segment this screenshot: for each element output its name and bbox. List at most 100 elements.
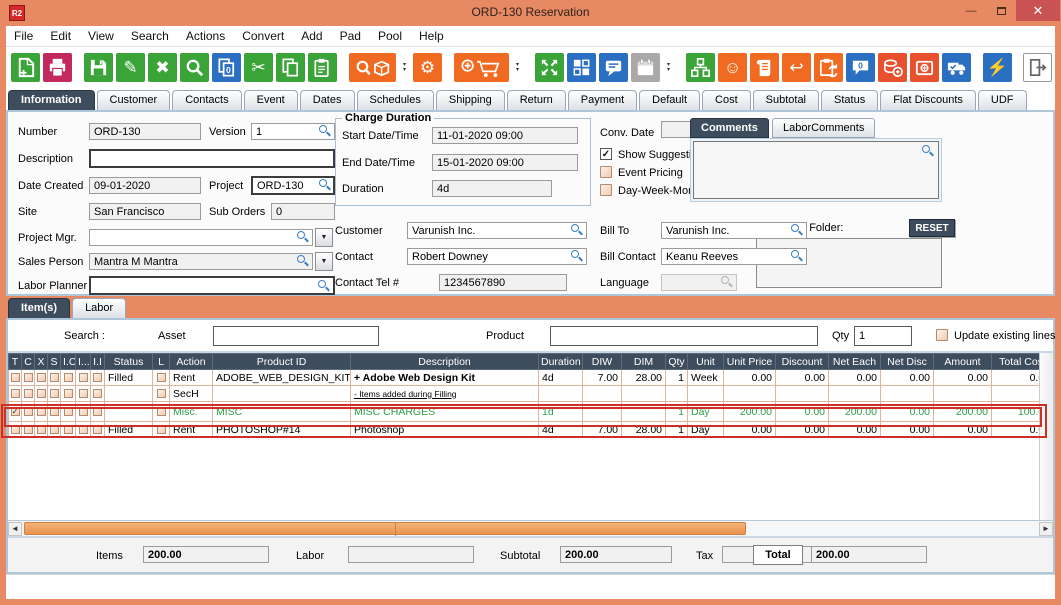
copy-special-icon[interactable]: 0	[212, 53, 241, 82]
column-header[interactable]: Status	[104, 353, 153, 370]
table-row[interactable]: Filled Rent ADOBE_WEB_DESIGN_KIT + Adobe We…	[8, 369, 1039, 386]
cell-amount[interactable]	[933, 385, 992, 402]
cell-total_cost[interactable]	[991, 385, 1039, 402]
journal-reply-icon[interactable]: ↩	[782, 53, 811, 82]
update-existing-checkbox[interactable]	[936, 329, 948, 341]
row-flag-checkbox[interactable]	[10, 373, 20, 383]
cell-status[interactable]: Filled	[104, 369, 153, 386]
find-icon[interactable]	[180, 53, 209, 82]
exit-icon[interactable]	[1023, 53, 1052, 82]
column-header[interactable]: Total Cost	[991, 353, 1039, 370]
menu-add[interactable]: Add	[301, 29, 323, 43]
tab-flat-discounts[interactable]: Flat Discounts	[880, 90, 976, 110]
cell-product_id[interactable]: PHOTOSHOP#14	[212, 421, 351, 438]
cell-discount[interactable]	[775, 385, 829, 402]
lightning-icon[interactable]: ⚡	[983, 53, 1012, 82]
copy-icon[interactable]	[276, 53, 305, 82]
tab-customer[interactable]: Customer	[96, 90, 171, 110]
row-flag-checkbox[interactable]	[78, 389, 88, 399]
column-header[interactable]: DIW	[582, 353, 622, 370]
row-flag-checkbox[interactable]	[78, 373, 88, 383]
edit-icon[interactable]: ✎	[116, 53, 145, 82]
column-header[interactable]: T	[8, 353, 22, 370]
items-total-field[interactable]	[143, 546, 269, 563]
column-header[interactable]: S	[47, 353, 61, 370]
cell-unit_price[interactable]: 0.00	[723, 369, 776, 386]
cell-total_cost[interactable]: 0.00	[991, 421, 1039, 438]
dropdown-icon[interactable]: ▾ ▾	[515, 61, 519, 73]
scroll-left-arrow[interactable]: ◄	[8, 521, 22, 536]
dropdown-icon[interactable]: ▾ ▾	[402, 61, 406, 73]
l-checkbox[interactable]	[156, 425, 166, 435]
row-flag-checkbox[interactable]	[63, 373, 73, 383]
menu-help[interactable]: Help	[419, 29, 444, 43]
labor-planner-field[interactable]	[89, 276, 335, 295]
cell-duration[interactable]	[538, 385, 583, 402]
cell-qty[interactable]: 1	[665, 401, 688, 422]
tab-status[interactable]: Status	[821, 90, 879, 110]
cell-unit[interactable]: Day	[687, 421, 724, 438]
cell-net_disc[interactable]: 0.00	[880, 369, 934, 386]
cell-action[interactable]: Rent	[169, 369, 213, 386]
column-header[interactable]: Amount	[933, 353, 992, 370]
cell-unit_price[interactable]: 0.00	[723, 421, 776, 438]
cell-status[interactable]	[104, 401, 153, 422]
column-header[interactable]: C	[21, 353, 35, 370]
cell-dim[interactable]	[621, 401, 666, 422]
row-flag-checkbox[interactable]	[93, 407, 102, 417]
labor-total-field[interactable]	[348, 546, 474, 563]
dropdown-icon[interactable]: ▾ ▾	[666, 61, 670, 73]
number-field[interactable]	[89, 123, 201, 140]
clipboard-sync-icon[interactable]	[814, 53, 843, 82]
total-field[interactable]	[811, 546, 927, 563]
l-checkbox[interactable]	[156, 407, 166, 417]
comment-icon[interactable]	[599, 53, 628, 82]
cell-diw[interactable]: 7.00	[582, 421, 622, 438]
column-header[interactable]: I...	[75, 353, 91, 370]
calendar-icon[interactable]	[631, 53, 660, 82]
qty-input[interactable]	[854, 326, 912, 346]
cell-description[interactable]: MISC CHARGES	[350, 401, 539, 422]
project-search-icon[interactable]	[319, 179, 331, 191]
bill-contact-search-icon[interactable]	[791, 250, 803, 262]
cell-discount[interactable]: 0.00	[775, 421, 829, 438]
cell-net_disc[interactable]: 0.00	[880, 401, 934, 422]
bill-to-search-icon[interactable]	[791, 224, 803, 236]
column-header[interactable]: I.I	[90, 353, 105, 370]
cell-action[interactable]: Misc.	[169, 401, 213, 422]
description-field[interactable]	[89, 149, 335, 168]
version-search-icon[interactable]	[319, 125, 331, 137]
contact-tel-field[interactable]	[439, 274, 567, 291]
cut-icon[interactable]: ✂	[244, 53, 273, 82]
row-flag-checkbox[interactable]	[93, 389, 102, 399]
cell-qty[interactable]: 1	[665, 421, 688, 438]
menu-edit[interactable]: Edit	[50, 29, 72, 43]
row-flag-checkbox[interactable]: ✓	[10, 407, 20, 417]
column-header[interactable]: I.C	[60, 353, 76, 370]
cell-discount[interactable]: 0.00	[775, 401, 829, 422]
gears-icon[interactable]: ⚙	[413, 53, 442, 82]
row-flag-checkbox[interactable]	[63, 407, 73, 417]
contact-field[interactable]	[407, 248, 587, 265]
cell-diw[interactable]	[582, 385, 622, 402]
new-document-icon[interactable]	[11, 53, 40, 82]
table-row[interactable]: ✓ Misc. MISC MISC CHARGES 1d 1 Day 200.00 0.00 20…	[8, 401, 1039, 422]
grid-horizontal-scrollbar[interactable]: ◄ ►	[8, 520, 1053, 536]
minimize-button[interactable]: —	[965, 4, 977, 17]
cell-dim[interactable]: 28.00	[621, 369, 666, 386]
menu-search[interactable]: Search	[130, 29, 169, 43]
tab-information[interactable]: Information	[8, 90, 95, 110]
customer-field[interactable]	[407, 222, 587, 239]
cell-net_each[interactable]	[828, 385, 881, 402]
row-flag-checkbox[interactable]	[10, 389, 20, 399]
comments-search-icon[interactable]	[922, 145, 934, 157]
customer-search-icon[interactable]	[571, 224, 583, 236]
duration-field[interactable]	[432, 180, 552, 197]
modules-icon[interactable]	[567, 53, 596, 82]
tab-default[interactable]: Default	[639, 90, 701, 110]
expand-icon[interactable]	[535, 53, 564, 82]
cell-product_id[interactable]: ADOBE_WEB_DESIGN_KIT	[212, 369, 351, 386]
comments-tab-comments[interactable]: Comments	[690, 118, 769, 138]
row-flag-checkbox[interactable]	[23, 389, 33, 399]
cell-description[interactable]: + Adobe Web Design Kit	[350, 369, 539, 386]
